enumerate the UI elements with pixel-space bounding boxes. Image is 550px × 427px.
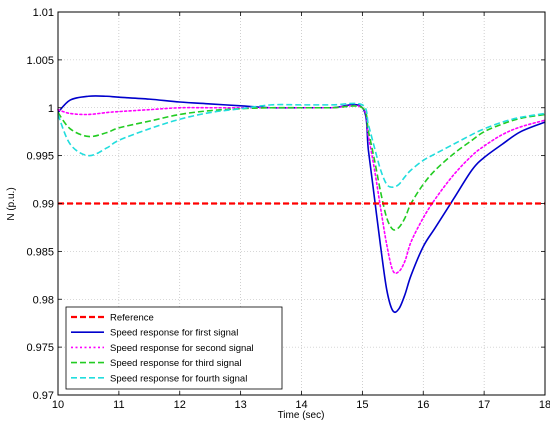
series-line-3	[57, 104, 546, 275]
y-tick-label: 0.985	[26, 246, 54, 258]
legend: Reference Speed response for first signal…	[65, 306, 283, 390]
x-axis-label: Time (sec)	[278, 410, 325, 421]
x-tick-label: 14	[295, 399, 307, 411]
legend-box	[65, 306, 283, 390]
y-axis-label: N (p.u.)	[6, 187, 17, 220]
y-tick-label: 0.97	[33, 390, 54, 402]
series-line-4	[57, 105, 546, 231]
series-line-2	[57, 95, 546, 314]
legend-label: Speed response for third signal	[110, 358, 242, 369]
y-tick-label: 0.99	[33, 199, 54, 211]
x-tick-label: 13	[235, 399, 247, 411]
legend-label: Speed response for fourth signal	[110, 373, 247, 384]
x-tick-label: 17	[478, 399, 490, 411]
x-tick-label: 16	[417, 399, 429, 411]
series-line-5	[57, 102, 546, 189]
x-tick-label: 12	[174, 399, 186, 411]
legend-label: Speed response for second signal	[110, 343, 254, 354]
x-tick-label: 11	[113, 399, 124, 411]
legend-label: Reference	[110, 313, 154, 324]
y-tick-label: 0.98	[33, 294, 54, 306]
y-tick-label: 1.01	[33, 7, 54, 19]
y-tick-label: 1.005	[26, 55, 54, 67]
x-tick-label: 18	[539, 399, 550, 411]
axis-ticks: 10 11 12 13 14 15 16 17 18 0.97 0.975 0.98 0.985 0.99…	[26, 7, 550, 411]
y-tick-label: 0.995	[26, 151, 54, 163]
x-tick-label: 15	[356, 399, 368, 411]
legend-label: Speed response for first signal	[110, 328, 238, 339]
y-tick-label: 1	[48, 103, 54, 115]
series-layer	[57, 95, 546, 314]
y-tick-label: 0.975	[26, 342, 54, 354]
x-tick-label: 10	[52, 399, 64, 411]
